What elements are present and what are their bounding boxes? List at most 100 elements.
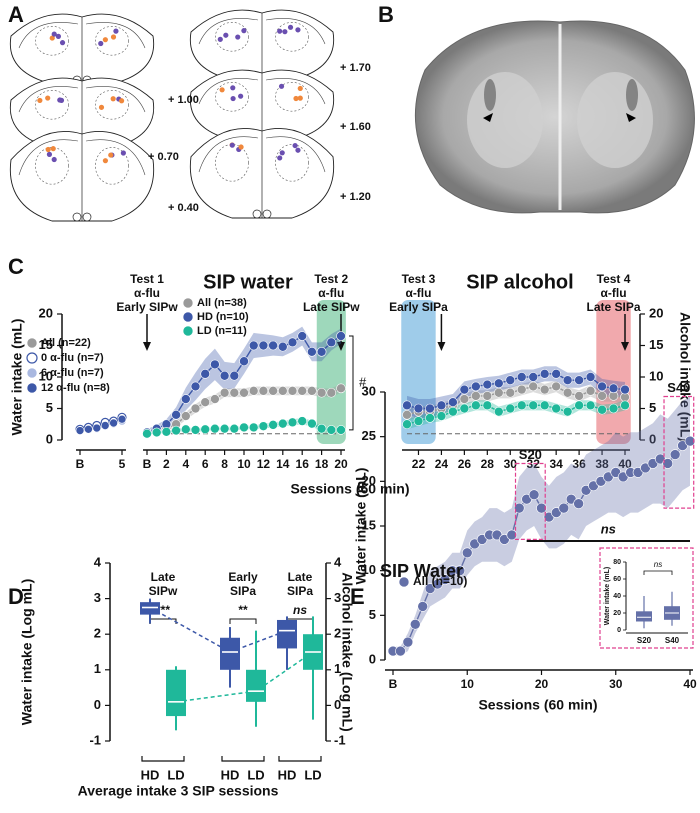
test-label: Late SIPa bbox=[587, 300, 641, 314]
brain-section bbox=[9, 131, 155, 222]
data-point bbox=[268, 386, 278, 396]
cannula-dot bbox=[37, 97, 43, 104]
test-label: Test 3 bbox=[402, 272, 436, 286]
data-point bbox=[151, 427, 162, 438]
cannula-dot bbox=[46, 151, 53, 157]
data-point bbox=[190, 381, 201, 392]
cannula-dot bbox=[277, 28, 283, 34]
cannula-dot bbox=[98, 104, 105, 110]
data-point bbox=[210, 359, 220, 370]
chart-title: SIP Water bbox=[380, 561, 463, 581]
cannula-dot bbox=[45, 146, 51, 153]
data-point bbox=[219, 387, 230, 398]
y-tick-label: 15 bbox=[362, 517, 376, 532]
data-point bbox=[190, 425, 201, 435]
x-tick-label: B bbox=[389, 677, 398, 691]
data-point bbox=[200, 397, 210, 408]
significance-label: ** bbox=[238, 603, 248, 617]
data-point bbox=[316, 346, 327, 357]
photo-arrowhead bbox=[483, 113, 493, 122]
section-commissure bbox=[82, 212, 92, 222]
y2-tick-label: 1 bbox=[334, 661, 341, 676]
x-tick-label: 34 bbox=[549, 457, 563, 471]
data-point bbox=[539, 384, 550, 395]
cannula-dot bbox=[230, 95, 236, 102]
x-tick-label: 22 bbox=[412, 457, 426, 471]
x-axis-label: Sessions (60 min) bbox=[478, 697, 597, 713]
cannula-dot bbox=[51, 31, 57, 37]
data-point bbox=[574, 375, 584, 385]
significance-bracket bbox=[229, 618, 257, 624]
section-commissure bbox=[252, 209, 262, 219]
data-point bbox=[448, 406, 458, 417]
section-cortex bbox=[265, 78, 326, 105]
y-tick-label: 3 bbox=[94, 590, 101, 605]
cannula-dot bbox=[230, 85, 236, 91]
data-point bbox=[551, 403, 561, 414]
data-point bbox=[287, 386, 298, 396]
test-arrowhead bbox=[437, 342, 446, 351]
group-bracket bbox=[278, 756, 322, 762]
legend-marker bbox=[182, 325, 194, 337]
data-point bbox=[620, 384, 630, 395]
x-tick-label: B bbox=[143, 457, 152, 471]
group-label: Late bbox=[151, 570, 176, 584]
brain-section bbox=[189, 69, 335, 141]
cannula-dot bbox=[59, 40, 66, 46]
data-point bbox=[268, 420, 278, 430]
section-cortex bbox=[85, 139, 146, 176]
y-tick-label: 15 bbox=[39, 337, 53, 352]
highlight-box bbox=[514, 462, 546, 541]
data-point bbox=[248, 386, 259, 396]
data-point bbox=[459, 403, 470, 414]
data-point bbox=[402, 400, 412, 411]
test-label: α-flu bbox=[405, 286, 431, 300]
x-tick-label: 30 bbox=[609, 677, 623, 691]
y-tick-label: 80 bbox=[613, 559, 621, 566]
data-point bbox=[597, 404, 607, 415]
data-point bbox=[459, 384, 470, 395]
data-point bbox=[229, 370, 240, 381]
y-axis-label: Water intake (mL) bbox=[353, 468, 369, 585]
data-point bbox=[551, 369, 561, 379]
cannula-dot bbox=[279, 150, 285, 156]
data-point bbox=[277, 386, 288, 396]
data-point bbox=[100, 421, 110, 430]
y-tick-label: 10 bbox=[362, 562, 376, 577]
y-tick-label: 2 bbox=[94, 626, 101, 641]
cannula-dot bbox=[292, 142, 298, 149]
box-body bbox=[166, 669, 186, 717]
group-bracket bbox=[221, 756, 265, 762]
section-striatum bbox=[275, 22, 309, 52]
data-point bbox=[200, 369, 210, 379]
cannula-dot bbox=[297, 85, 303, 92]
box-body bbox=[140, 602, 160, 615]
data-point bbox=[239, 387, 249, 398]
data-point bbox=[669, 449, 681, 460]
legend-label: 12 α-flu (n=8) bbox=[41, 382, 110, 394]
data-point bbox=[248, 340, 259, 351]
y-tick-label: 60 bbox=[613, 576, 621, 583]
cannula-dot bbox=[295, 147, 301, 153]
data-point bbox=[574, 400, 584, 411]
data-point bbox=[171, 425, 181, 436]
cannula-dot bbox=[110, 96, 116, 102]
section-level: + 1.60 bbox=[340, 121, 371, 133]
significance-label: # bbox=[359, 374, 367, 389]
data-point bbox=[409, 618, 421, 630]
section-level: + 1.00 bbox=[168, 94, 199, 106]
y-tick-label: 10 bbox=[649, 368, 663, 383]
x-tick-label: 2 bbox=[163, 457, 170, 471]
data-point bbox=[454, 565, 466, 576]
y-tick-label: 20 bbox=[39, 305, 53, 320]
data-point bbox=[402, 636, 414, 648]
y-tick-label: 20 bbox=[649, 305, 663, 320]
section-commissure bbox=[72, 212, 82, 222]
legend-label: HD (n=10) bbox=[197, 311, 249, 323]
data-point bbox=[597, 381, 607, 392]
x-tick-label: B bbox=[76, 457, 85, 471]
test-label: α-flu bbox=[318, 286, 344, 300]
group-label: SIPa bbox=[230, 584, 256, 598]
data-point bbox=[229, 423, 240, 434]
